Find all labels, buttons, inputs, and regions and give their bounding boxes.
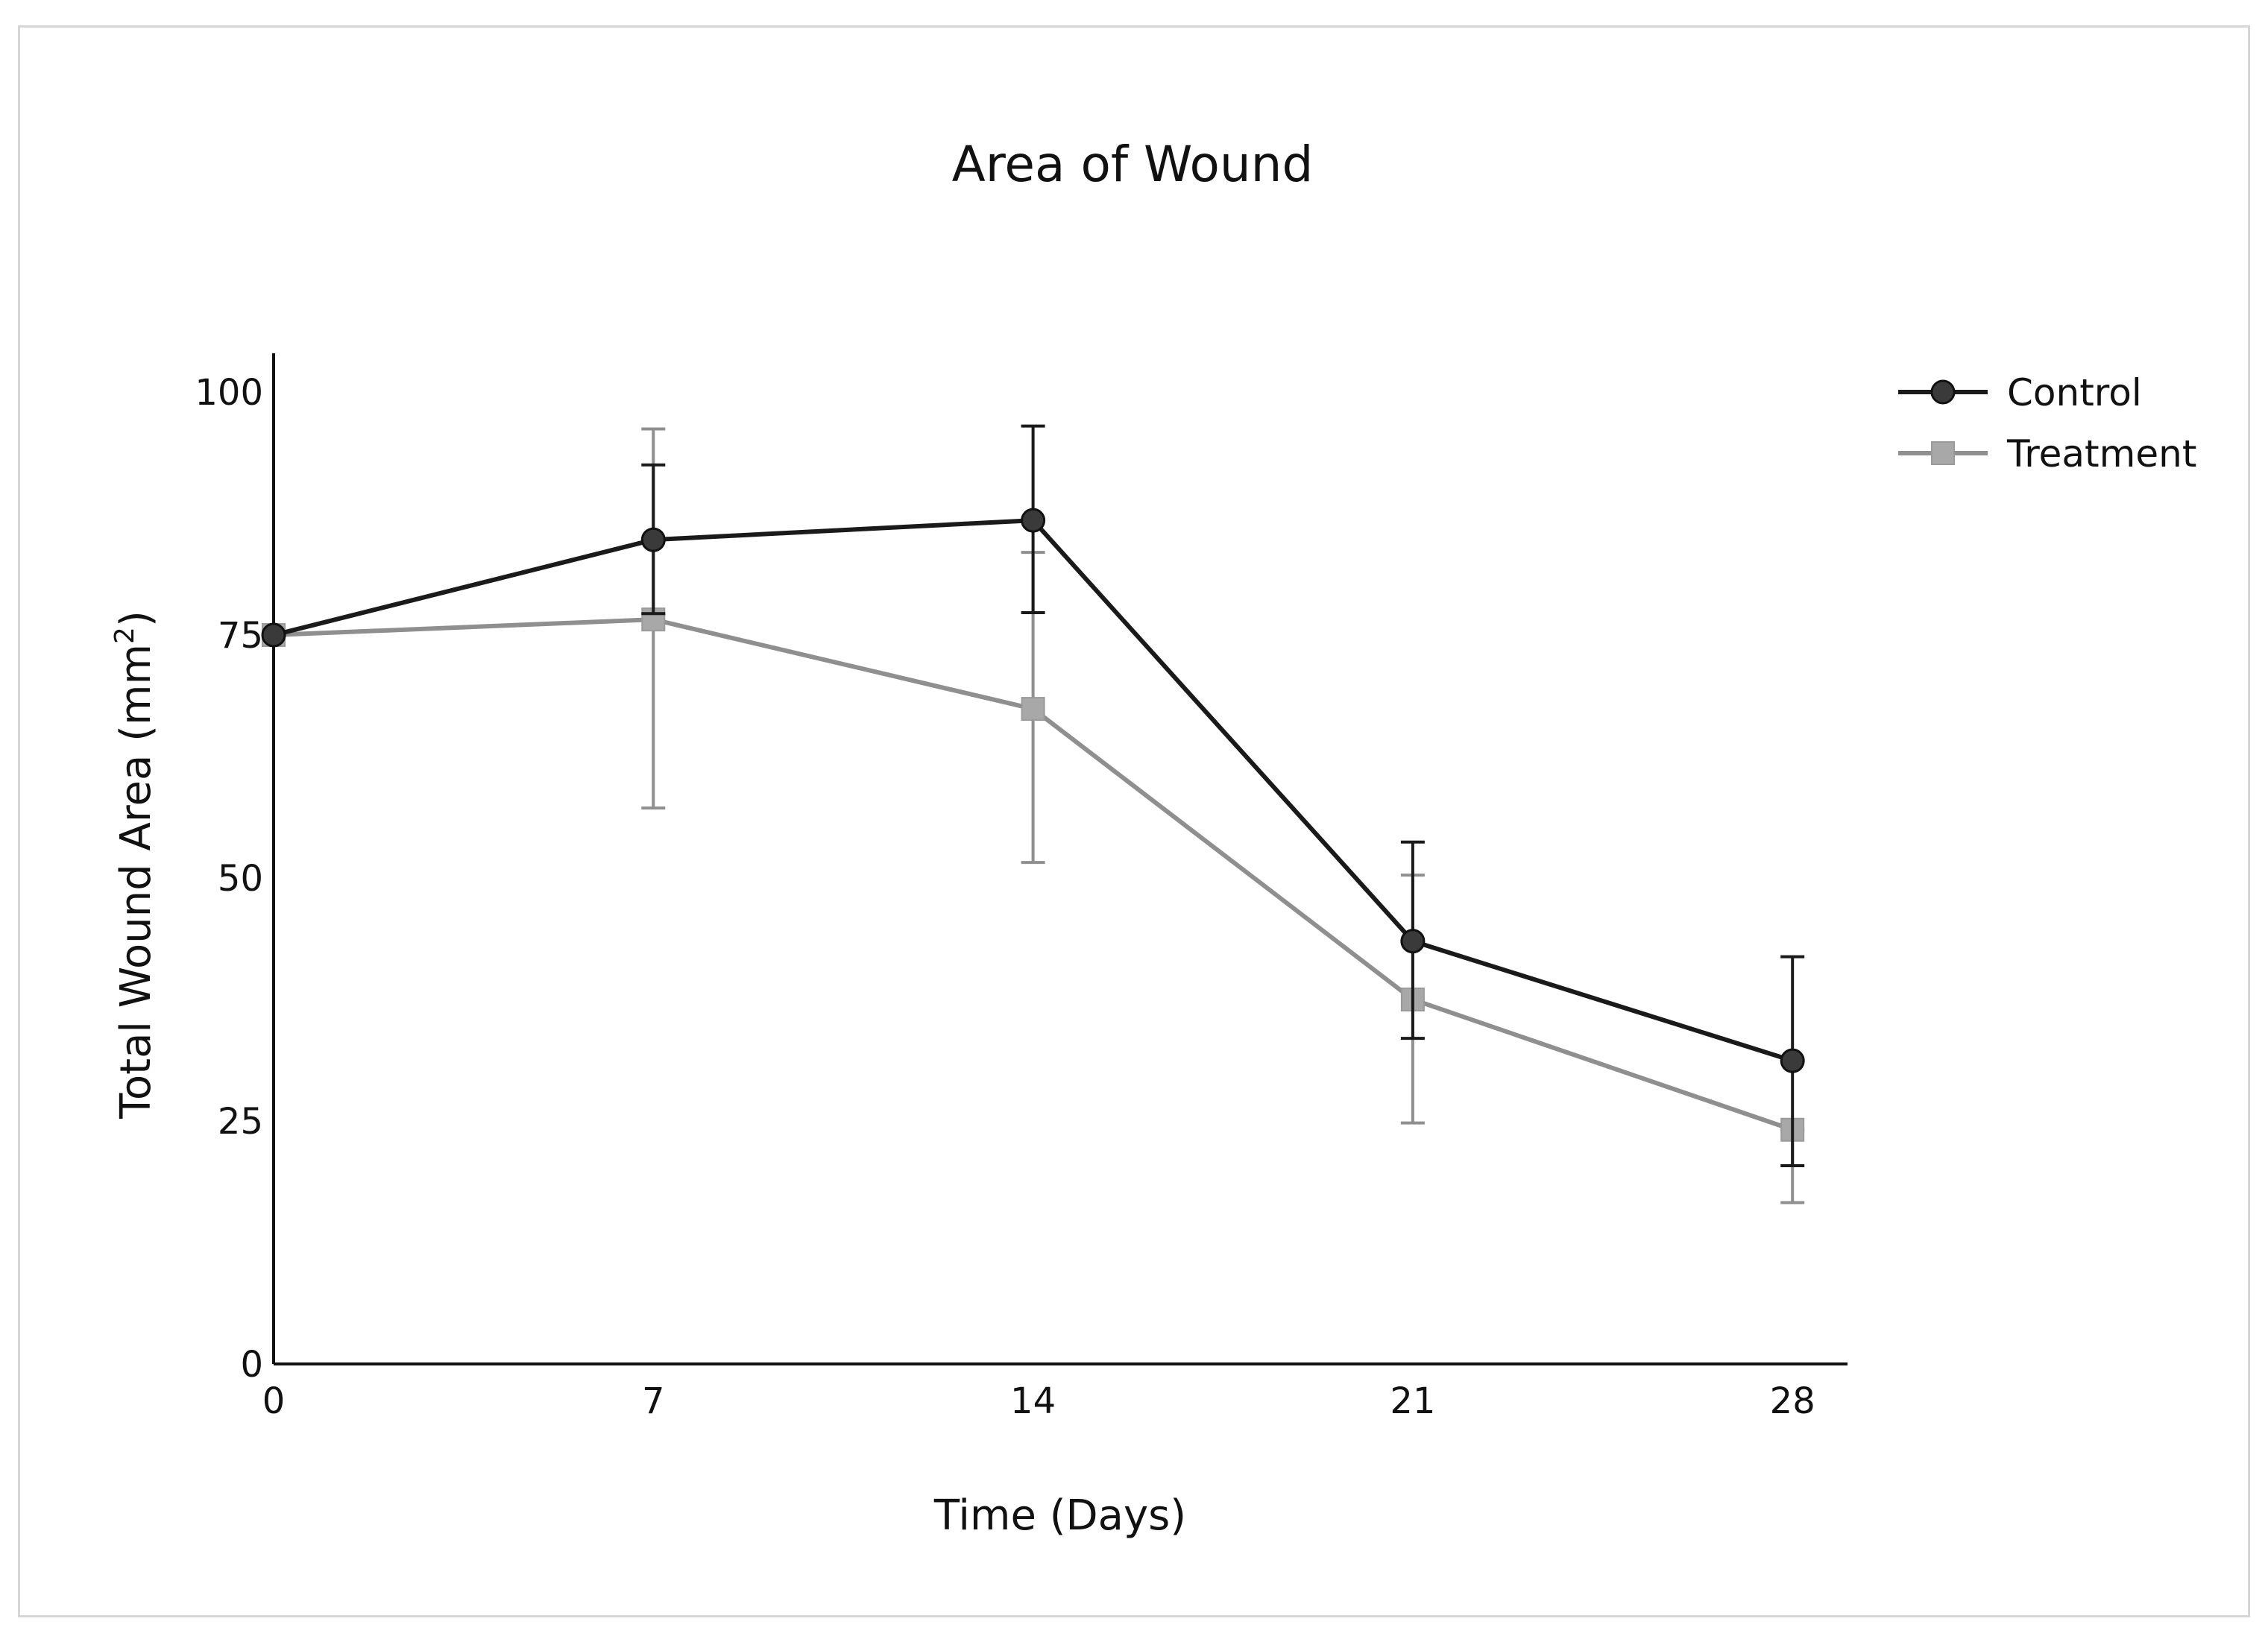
y-axis-label-close: ) xyxy=(112,610,160,627)
series-layer xyxy=(261,424,1805,1204)
legend-item-treatment: Treatment xyxy=(1898,432,2196,476)
x-tick-label: 28 xyxy=(1770,1380,1815,1422)
axes: 0 7 14 21 28 0 25 50 75 100 xyxy=(195,353,1848,1422)
y-tick-label: 0 xyxy=(240,1344,263,1386)
data-point xyxy=(1780,1048,1805,1073)
data-point xyxy=(1400,929,1426,954)
chart-frame xyxy=(18,25,2250,1617)
x-tick-label: 21 xyxy=(1390,1380,1435,1422)
y-tick-label: 50 xyxy=(218,858,263,900)
x-axis-label: Time (Days) xyxy=(933,1491,1186,1540)
legend: Control Treatment xyxy=(1898,371,2196,476)
legend-label: Control xyxy=(2007,371,2142,414)
series-control xyxy=(261,424,1805,1167)
x-tick-label: 14 xyxy=(1010,1380,1056,1422)
y-axis-label-superscript: 2 xyxy=(110,627,140,644)
legend-item-control: Control xyxy=(1898,371,2142,414)
y-tick-label: 75 xyxy=(218,615,263,657)
x-tick-label: 7 xyxy=(642,1380,665,1422)
y-axis-label-text: Total Wound Area (mm xyxy=(112,644,160,1119)
legend-marker xyxy=(1930,379,1956,405)
x-tick-label: 0 xyxy=(262,1380,286,1422)
chart-title: Area of Wound xyxy=(952,136,1314,193)
legend-marker xyxy=(1931,441,1955,465)
y-tick-label: 25 xyxy=(218,1101,263,1143)
y-tick-label: 100 xyxy=(195,372,263,414)
legend-label: Treatment xyxy=(2006,432,2196,476)
data-point xyxy=(640,527,666,552)
data-point xyxy=(261,622,286,648)
y-axis-label: Total Wound Area (mm2) xyxy=(110,610,160,1119)
data-point xyxy=(1021,508,1046,533)
data-point xyxy=(1021,697,1045,721)
